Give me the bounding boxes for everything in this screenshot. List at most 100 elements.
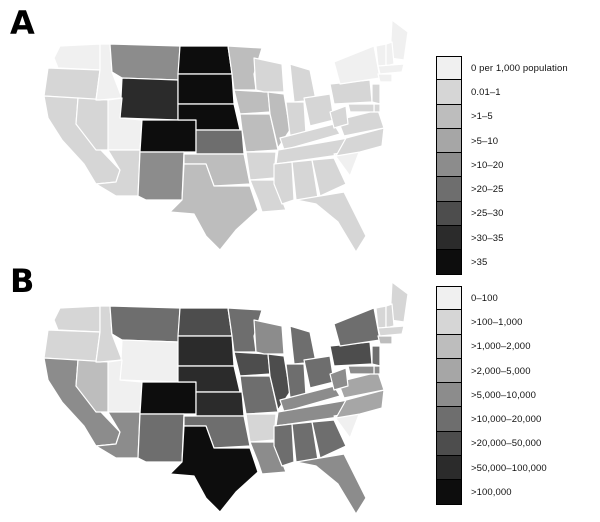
legend-swatch — [436, 358, 462, 384]
state-co — [139, 381, 197, 415]
legend-label: >20–25 — [471, 184, 504, 196]
state-wa — [53, 305, 101, 333]
state-md — [347, 103, 375, 113]
legend-item: >50,000–100,000 — [436, 456, 596, 481]
choropleth-map — [43, 19, 409, 253]
legend-swatch — [436, 226, 462, 251]
legend-swatch — [436, 407, 462, 432]
state-nm — [137, 413, 185, 463]
state-ga — [311, 157, 347, 197]
legend-label: >100–1,000 — [471, 316, 523, 328]
legend-swatch — [436, 250, 462, 275]
legend-label: >10–20 — [471, 159, 504, 171]
legend-swatch — [436, 334, 462, 359]
legend-item: >5–10 — [436, 128, 596, 154]
state-ia — [233, 351, 271, 377]
state-mt — [109, 305, 181, 343]
state-fl — [295, 191, 367, 253]
legend-swatch — [436, 80, 462, 105]
legend-item: >25–30 — [436, 201, 596, 227]
state-tx — [169, 425, 259, 513]
panel-b: B 0–100 >100–1,000 >1,000–2,000 >2,000–5,00… — [0, 262, 600, 522]
legend-swatch — [436, 104, 462, 129]
legend-item: >2,000–5,000 — [436, 358, 596, 384]
state-ar — [245, 151, 277, 181]
state-md — [347, 365, 375, 375]
state-nm — [137, 151, 185, 201]
state-mt — [109, 43, 181, 81]
legend-swatch — [436, 456, 462, 481]
legend-item: >100–1,000 — [436, 310, 596, 335]
state-wi — [253, 57, 285, 93]
legend: 0 per 1,000 population 0.01–1 >1–5 >5–10 >10… — [436, 56, 596, 275]
state-wi — [253, 319, 285, 355]
state-ct — [377, 73, 393, 83]
legend-item: 0 per 1,000 population — [436, 56, 596, 81]
state-ny — [333, 45, 381, 85]
state-mo — [239, 113, 279, 153]
legend-label: >100,000 — [471, 487, 512, 499]
state-vt — [375, 305, 387, 329]
state-mo — [239, 375, 279, 415]
legend-label: >5,000–10,000 — [471, 389, 536, 401]
state-ga — [311, 419, 347, 459]
state-or — [43, 329, 101, 363]
state-wv — [329, 105, 349, 129]
state-nd — [177, 45, 233, 75]
legend-item: >35 — [436, 250, 596, 275]
state-nj — [371, 83, 381, 105]
legend-label: 0–100 — [471, 292, 498, 304]
state-ms — [273, 423, 295, 467]
choropleth-map — [43, 281, 409, 515]
legend-label: >1,000–2,000 — [471, 341, 531, 353]
state-ia — [233, 89, 271, 115]
panel-a: A 0 per 1,000 population 0.01–1 >1–5 >5–10 >… — [0, 0, 600, 275]
legend-label: >1–5 — [471, 111, 493, 123]
legend-label: >30–35 — [471, 232, 504, 244]
state-ky — [279, 385, 341, 413]
state-ar — [245, 413, 277, 443]
legend-item: >100,000 — [436, 480, 596, 505]
legend-label: >35 — [471, 257, 488, 269]
state-va — [337, 371, 385, 399]
legend-item: >1,000–2,000 — [436, 334, 596, 359]
legend-label: >50,000–100,000 — [471, 462, 547, 474]
legend-label: 0 per 1,000 population — [471, 62, 568, 74]
legend-swatch — [436, 310, 462, 335]
legend-swatch — [436, 128, 462, 154]
legend-swatch — [436, 56, 462, 81]
state-wa — [53, 43, 101, 71]
state-or — [43, 67, 101, 101]
state-va — [337, 109, 385, 137]
legend: 0–100 >100–1,000 >1,000–2,000 >2,000–5,000 >… — [436, 286, 596, 505]
state-ct — [377, 335, 393, 345]
state-pa — [329, 79, 373, 105]
legend-label: 0.01–1 — [471, 86, 501, 98]
legend-label: >5–10 — [471, 135, 499, 147]
legend-swatch — [436, 286, 462, 311]
state-nh — [385, 303, 395, 329]
state-wv — [329, 367, 349, 391]
legend-swatch — [436, 177, 462, 202]
legend-swatch — [436, 201, 462, 227]
legend-swatch — [436, 383, 462, 408]
legend-item: 0–100 — [436, 286, 596, 311]
state-ny — [333, 307, 381, 347]
state-de — [373, 365, 381, 375]
state-vt — [375, 43, 387, 67]
legend-item: >20,000–50,000 — [436, 431, 596, 457]
state-ks — [195, 129, 245, 155]
legend-label: >25–30 — [471, 208, 504, 220]
legend-swatch — [436, 431, 462, 457]
state-wy — [119, 77, 179, 121]
state-nh — [385, 41, 395, 67]
legend-label: >20,000–50,000 — [471, 438, 542, 450]
legend-item: >30–35 — [436, 226, 596, 251]
state-wy — [119, 339, 179, 383]
legend-swatch — [436, 480, 462, 505]
legend-item: 0.01–1 — [436, 80, 596, 105]
state-sd — [177, 335, 235, 367]
state-co — [139, 119, 197, 153]
state-nj — [371, 345, 381, 367]
state-de — [373, 103, 381, 113]
